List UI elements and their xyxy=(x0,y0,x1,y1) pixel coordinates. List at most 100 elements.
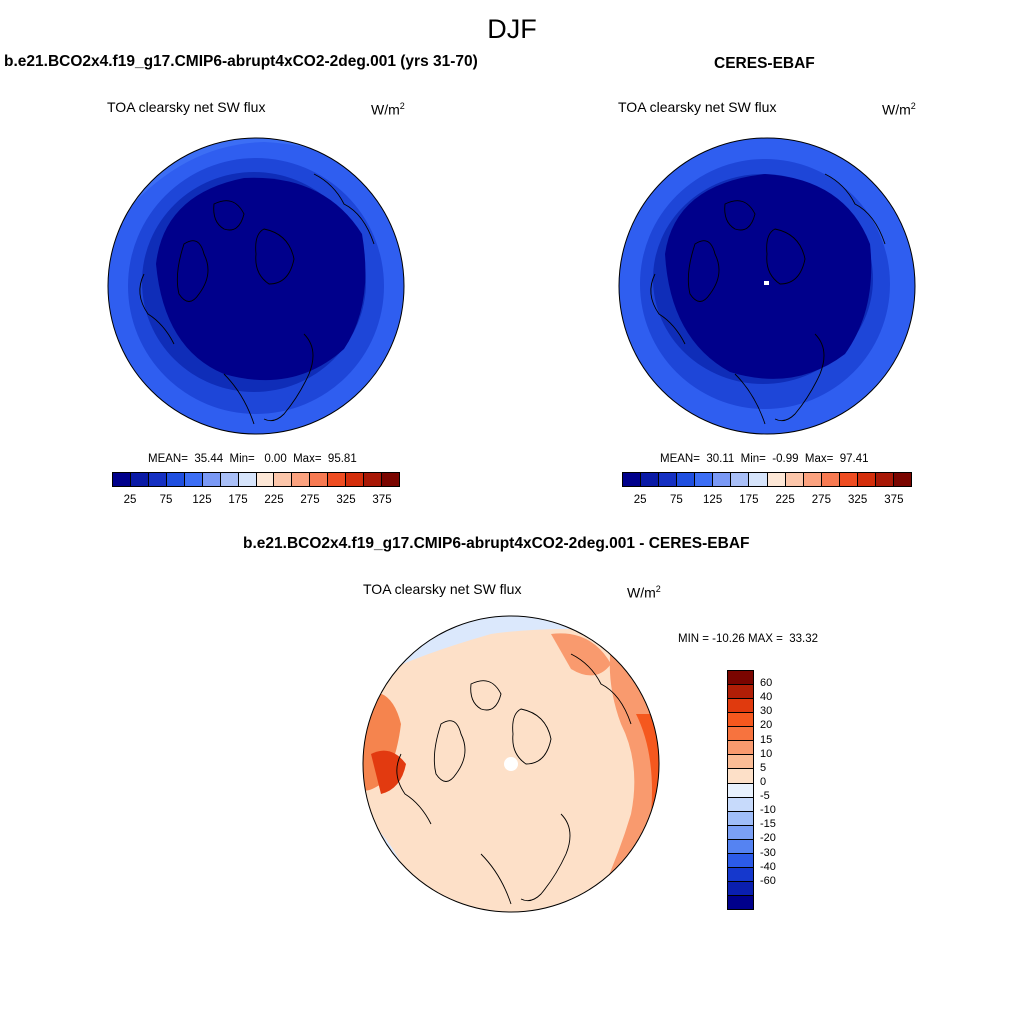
colorbar-tick-label: 225 xyxy=(264,494,284,506)
colorbar-swatch xyxy=(220,473,239,486)
colorbar-tick-label: 60 xyxy=(760,677,773,690)
panel-2-variable: TOA clearsky net SW flux xyxy=(618,99,777,115)
panel-2-units: W/m2 xyxy=(882,101,916,118)
colorbar-swatch xyxy=(728,797,753,812)
colorbar-swatch xyxy=(728,783,753,798)
colorbar-swatch xyxy=(767,473,786,486)
colorbar-tick-label: 20 xyxy=(760,719,773,732)
colorbar-swatch xyxy=(803,473,822,486)
colorbar-tick-label: -30 xyxy=(760,846,776,859)
colorbar-swatch xyxy=(148,473,167,486)
colorbar-swatch xyxy=(130,473,149,486)
colorbar-swatch xyxy=(623,473,642,486)
colorbar-tick-label: 175 xyxy=(739,494,759,506)
panel-1-colorbar xyxy=(112,472,400,487)
colorbar-tick-label: 75 xyxy=(669,494,683,506)
panel-2-polar-map xyxy=(618,137,916,435)
colorbar-swatch xyxy=(728,713,753,728)
colorbar-swatch xyxy=(839,473,858,486)
colorbar-swatch xyxy=(728,853,753,868)
colorbar-swatch xyxy=(166,473,185,486)
missing-value-pole xyxy=(504,757,518,771)
colorbar-swatch xyxy=(382,473,399,486)
colorbar-swatch xyxy=(274,473,293,486)
colorbar-tick-label: 375 xyxy=(884,494,904,506)
panel-3-stats: MIN = -10.26 MAX = 33.32 xyxy=(678,633,818,645)
panel-3-colorbar-ticks: 60 40 30 20 15 10 5 0 -5 -10 -15 -20 -30 -40 -60 xyxy=(760,670,800,910)
colorbar-tick-label: 30 xyxy=(760,705,773,718)
panel-1-polar-map xyxy=(107,137,405,435)
colorbar-swatch xyxy=(728,727,753,742)
panel-1-stats: MEAN= 35.44 Min= 0.00 Max= 95.81 xyxy=(148,453,357,465)
colorbar-tick-label: -10 xyxy=(760,804,776,817)
colorbar-tick-label: 125 xyxy=(703,494,723,506)
panel-3-units: W/m2 xyxy=(627,584,661,601)
panel-3-polar-map xyxy=(362,615,660,913)
colorbar-swatch xyxy=(731,473,750,486)
colorbar-tick-label: 40 xyxy=(760,691,773,704)
colorbar-tick-label: 275 xyxy=(811,494,831,506)
panel-1-title: b.e21.BCO2x4.f19_g17.CMIP6-abrupt4xCO2-2… xyxy=(4,53,478,70)
colorbar-tick-label: 325 xyxy=(336,494,356,506)
colorbar-swatch xyxy=(310,473,329,486)
panel-2-title: CERES-EBAF xyxy=(714,55,815,72)
colorbar-swatch xyxy=(728,811,753,826)
missing-value-pole xyxy=(764,281,769,285)
colorbar-tick-label: 75 xyxy=(159,494,173,506)
colorbar-swatch xyxy=(728,741,753,756)
panel-2-stats: MEAN= 30.11 Min= -0.99 Max= 97.41 xyxy=(660,453,869,465)
colorbar-swatch xyxy=(256,473,275,486)
colorbar-swatch xyxy=(202,473,221,486)
colorbar-tick-label: -15 xyxy=(760,818,776,831)
colorbar-tick-label: -40 xyxy=(760,860,776,873)
colorbar-tick-label: 325 xyxy=(848,494,868,506)
colorbar-tick-label: 175 xyxy=(228,494,248,506)
colorbar-swatch xyxy=(728,685,753,700)
colorbar-swatch xyxy=(328,473,347,486)
colorbar-swatch xyxy=(728,699,753,714)
colorbar-swatch xyxy=(184,473,203,486)
panel-3-variable: TOA clearsky net SW flux xyxy=(363,581,522,597)
coastlines xyxy=(650,173,886,425)
colorbar-swatch xyxy=(728,839,753,854)
panel-2-colorbar xyxy=(622,472,912,487)
colorbar-swatch xyxy=(659,473,678,486)
panel-1-variable: TOA clearsky net SW flux xyxy=(107,99,266,115)
panel-1-units: W/m2 xyxy=(371,101,405,118)
colorbar-swatch xyxy=(728,825,753,840)
colorbar-swatch xyxy=(113,473,131,486)
colorbar-swatch xyxy=(641,473,660,486)
colorbar-swatch xyxy=(785,473,804,486)
colorbar-tick-label: 0 xyxy=(760,775,767,788)
colorbar-swatch xyxy=(695,473,714,486)
colorbar-swatch xyxy=(893,473,911,486)
coastlines xyxy=(139,173,375,425)
colorbar-swatch xyxy=(292,473,311,486)
colorbar-swatch xyxy=(346,473,365,486)
map-fill-positive-ne xyxy=(551,633,611,676)
colorbar-tick-label: 10 xyxy=(760,747,773,760)
figure-title: DJF xyxy=(487,14,537,44)
colorbar-swatch xyxy=(728,769,753,784)
panel-3-colorbar xyxy=(727,670,754,910)
colorbar-swatch xyxy=(875,473,894,486)
colorbar-swatch xyxy=(728,671,753,686)
colorbar-tick-label: -20 xyxy=(760,832,776,845)
colorbar-swatch xyxy=(728,867,753,882)
colorbar-tick-label: 25 xyxy=(123,494,137,506)
colorbar-tick-label: -5 xyxy=(760,790,770,803)
panel-1-colorbar-ticks: 25 75 125 175 225 275 325 375 xyxy=(112,494,400,508)
colorbar-tick-label: 125 xyxy=(192,494,212,506)
colorbar-tick-label: -60 xyxy=(760,874,776,887)
coastlines xyxy=(396,653,632,905)
colorbar-swatch xyxy=(713,473,732,486)
map-fill-core xyxy=(665,174,872,379)
map-fill-positive-max xyxy=(371,750,406,794)
colorbar-tick-label: 375 xyxy=(372,494,392,506)
colorbar-swatch xyxy=(749,473,768,486)
colorbar-swatch xyxy=(857,473,876,486)
colorbar-tick-label: 225 xyxy=(775,494,795,506)
colorbar-tick-label: 25 xyxy=(633,494,647,506)
colorbar-swatch xyxy=(364,473,383,486)
panel-3-title: b.e21.BCO2x4.f19_g17.CMIP6-abrupt4xCO2-2… xyxy=(243,535,750,552)
